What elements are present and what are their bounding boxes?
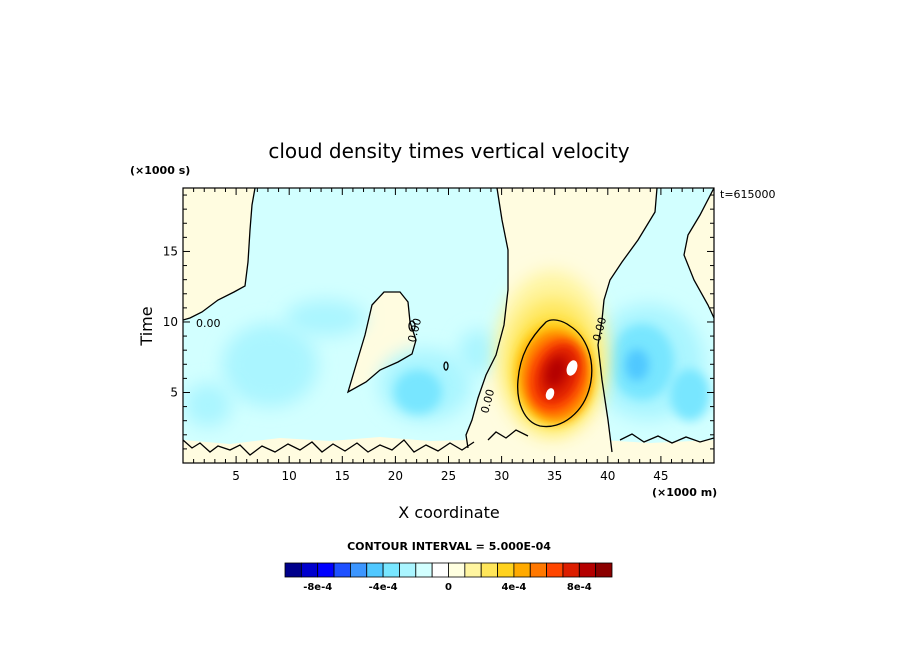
colorbar-swatch [415, 562, 433, 578]
positive-region-right [684, 188, 714, 318]
x-tick-label: 30 [494, 469, 509, 483]
contour-interval-label: CONTOUR INTERVAL = 5.000E-04 [347, 540, 551, 553]
positive-core [496, 271, 608, 439]
y-tick-label: 15 [163, 244, 178, 258]
colorbar-swatch [595, 562, 613, 578]
positive-region-island [348, 292, 416, 392]
negative-features [184, 300, 710, 427]
colorbar-swatch [333, 562, 351, 578]
colorbar-swatch [513, 562, 531, 578]
colorbar-swatch [300, 562, 319, 578]
colorbar-tick-label: 4e-4 [501, 582, 526, 593]
positive-region-left [183, 188, 255, 320]
x-tick-label: 40 [600, 469, 615, 483]
axes: 5 10 15 20 25 30 35 40 45 5 10 15 [163, 188, 715, 483]
colorbar-swatch [497, 562, 515, 578]
positive-region-bottom [183, 437, 714, 463]
x-tick-label: 5 [232, 469, 240, 483]
colorbar-swatch [464, 562, 482, 578]
colorbar-tick-label: 8e-4 [567, 582, 592, 593]
colorbar: -8e-4 -4e-4 0 4e-4 8e-4 [284, 562, 613, 593]
x-tick-label: 45 [653, 469, 668, 483]
colorbar-swatch [349, 562, 368, 578]
chart-title: cloud density times vertical velocity [268, 139, 629, 163]
colorbar-tick-label: -8e-4 [303, 582, 332, 593]
contour-labels: 0.00 0.00 0.00 0.00 [196, 316, 609, 415]
y-axis-label: Time [137, 306, 156, 346]
colorbar-swatch [546, 562, 564, 578]
x-tick-label: 10 [282, 469, 297, 483]
colorbar-swatch [480, 562, 498, 578]
contour-label: 0.00 [196, 317, 221, 330]
x-tick-label: 35 [547, 469, 562, 483]
y-unit-label: (×1000 s) [130, 164, 190, 177]
colorbar-swatch [284, 562, 302, 578]
time-stamp: t=615000 [720, 188, 776, 201]
colorbar-swatch [382, 562, 400, 578]
colorbar-swatch [529, 562, 548, 578]
x-tick-label: 25 [441, 469, 456, 483]
colorbar-swatch [431, 562, 449, 578]
colorbar-swatch [578, 562, 597, 578]
y-tick-label: 10 [163, 315, 178, 329]
plot-area: 0.00 0.00 0.00 0.00 [183, 188, 714, 463]
x-axis-label: X coordinate [398, 503, 499, 522]
colorbar-swatch [366, 562, 384, 578]
colorbar-swatch [562, 562, 580, 578]
contour-label: 0.00 [590, 316, 609, 343]
colorbar-tick-label: -4e-4 [369, 582, 398, 593]
colorbar-swatch [399, 562, 417, 578]
contour-label: 0.00 [405, 317, 424, 344]
zero-contours [183, 188, 714, 456]
colorbar-swatch [317, 562, 335, 578]
x-tick-label: 20 [388, 469, 403, 483]
x-unit-label: (×1000 m) [652, 486, 717, 499]
colorbar-tick-label: 0 [445, 582, 452, 593]
colorbar-swatch [448, 562, 466, 578]
contour-label: 0.00 [478, 388, 497, 415]
x-tick-label: 15 [335, 469, 350, 483]
y-tick-label: 5 [170, 385, 178, 399]
